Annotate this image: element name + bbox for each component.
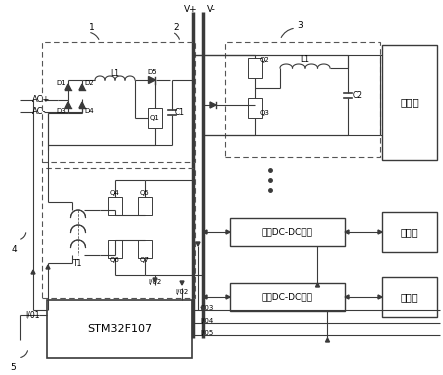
Text: Q1: Q1	[150, 115, 160, 121]
Text: I/03: I/03	[200, 305, 214, 311]
Text: L1: L1	[110, 69, 120, 78]
Bar	[382, 212, 437, 252]
Polygon shape	[203, 295, 207, 299]
Text: I/02: I/02	[175, 289, 189, 295]
Bar	[248, 98, 262, 118]
Polygon shape	[345, 230, 349, 234]
Text: 4: 4	[11, 246, 17, 255]
Text: Q5: Q5	[140, 190, 150, 196]
Bar	[47, 300, 192, 358]
Text: I/04: I/04	[200, 318, 214, 324]
Text: Q2: Q2	[260, 57, 270, 63]
Bar	[42, 168, 195, 298]
Text: C2: C2	[353, 90, 363, 99]
Polygon shape	[345, 295, 349, 299]
Bar	[248, 58, 262, 78]
Text: STM32F107: STM32F107	[87, 324, 152, 334]
Text: 3: 3	[297, 21, 303, 30]
Text: I/02: I/02	[148, 279, 162, 285]
Bar	[382, 277, 437, 317]
Bar	[230, 218, 345, 246]
Polygon shape	[378, 230, 382, 234]
Polygon shape	[31, 270, 35, 274]
Polygon shape	[153, 278, 157, 282]
Bar	[148, 108, 162, 128]
Text: 双向DC-DC模块: 双向DC-DC模块	[262, 292, 313, 302]
Text: Q4: Q4	[110, 190, 120, 196]
Text: C1: C1	[175, 108, 185, 117]
Bar	[138, 240, 152, 258]
Polygon shape	[148, 76, 155, 84]
Text: 5: 5	[10, 363, 16, 372]
Polygon shape	[65, 84, 71, 90]
Polygon shape	[79, 102, 85, 108]
Text: 1: 1	[89, 24, 95, 33]
Text: V+: V+	[184, 6, 198, 15]
Polygon shape	[65, 102, 71, 108]
Polygon shape	[226, 295, 230, 299]
Text: L1: L1	[300, 56, 310, 64]
Text: D4: D4	[84, 108, 94, 114]
Bar	[42, 42, 195, 162]
Text: D2: D2	[84, 80, 94, 86]
Text: D1: D1	[56, 80, 66, 86]
Bar	[225, 42, 380, 157]
Polygon shape	[210, 102, 216, 108]
Text: Q6: Q6	[110, 257, 120, 263]
Text: Q3: Q3	[260, 110, 270, 116]
Text: I/05: I/05	[200, 330, 214, 336]
Text: T1: T1	[73, 258, 83, 267]
Polygon shape	[203, 230, 207, 234]
Text: 锂电池: 锂电池	[400, 98, 419, 108]
Polygon shape	[201, 307, 205, 311]
Polygon shape	[315, 283, 319, 287]
Bar	[382, 45, 437, 160]
Polygon shape	[196, 242, 200, 246]
Text: D5: D5	[147, 69, 157, 75]
Text: AC-: AC-	[32, 108, 47, 117]
Text: 双向DC-DC模块: 双向DC-DC模块	[262, 228, 313, 237]
Text: V-: V-	[206, 6, 215, 15]
Text: D3: D3	[56, 108, 66, 114]
Polygon shape	[326, 338, 330, 342]
Text: AC+: AC+	[32, 96, 51, 105]
Bar	[108, 197, 122, 215]
Polygon shape	[79, 84, 85, 90]
Polygon shape	[180, 281, 184, 285]
Polygon shape	[46, 265, 50, 269]
Text: 锂电池: 锂电池	[400, 292, 418, 302]
Polygon shape	[378, 295, 382, 299]
Bar	[108, 240, 122, 258]
Text: 2: 2	[173, 24, 179, 33]
Text: 锂电池: 锂电池	[400, 227, 418, 237]
Bar	[230, 283, 345, 311]
Text: I/01: I/01	[26, 310, 40, 320]
Polygon shape	[226, 230, 230, 234]
Bar	[138, 197, 152, 215]
Text: Q7: Q7	[140, 257, 150, 263]
